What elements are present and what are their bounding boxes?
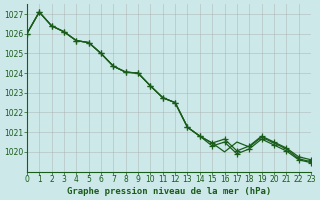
X-axis label: Graphe pression niveau de la mer (hPa): Graphe pression niveau de la mer (hPa) xyxy=(67,187,271,196)
